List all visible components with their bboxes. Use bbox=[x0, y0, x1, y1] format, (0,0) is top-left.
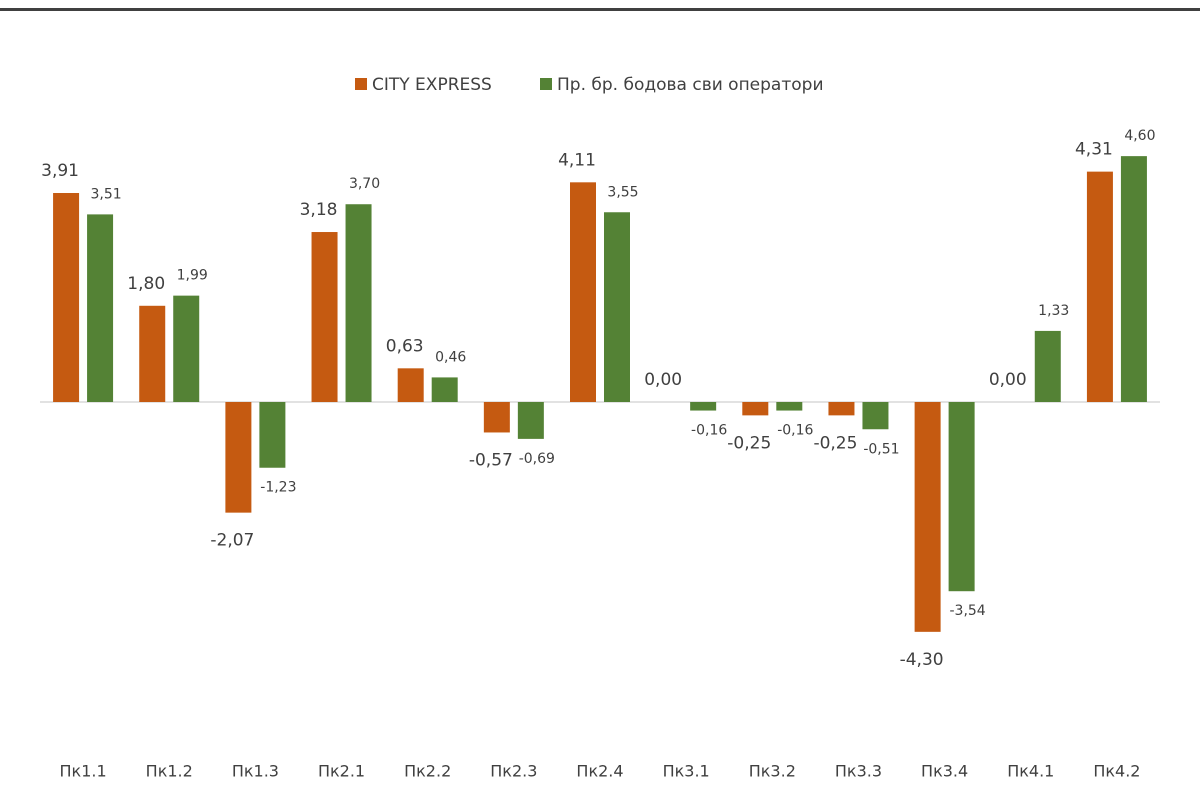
data-label: -1,23 bbox=[260, 480, 296, 496]
bar bbox=[742, 402, 769, 416]
data-label: -0,51 bbox=[863, 441, 899, 457]
data-label: -0,16 bbox=[777, 423, 813, 439]
x-tick-label: Пк2.4 bbox=[576, 762, 623, 781]
bar bbox=[1120, 156, 1147, 402]
x-tick-label: Пк4.1 bbox=[1007, 762, 1054, 781]
legend-label: Пр. бр. бодова сви оператори bbox=[557, 75, 824, 95]
x-tick-label: Пк4.2 bbox=[1093, 762, 1140, 781]
data-label: 3,55 bbox=[607, 184, 638, 200]
bar bbox=[431, 377, 458, 402]
data-label: -0,25 bbox=[813, 433, 857, 453]
x-tick-label: Пк3.4 bbox=[921, 762, 968, 781]
bar bbox=[604, 212, 630, 402]
data-label: 1,99 bbox=[177, 268, 208, 284]
bar bbox=[87, 214, 114, 402]
x-tick-label: Пк2.2 bbox=[404, 762, 451, 781]
bar bbox=[570, 182, 596, 402]
bar bbox=[173, 295, 200, 402]
bar bbox=[345, 204, 372, 402]
x-tick-label: Пк3.3 bbox=[835, 762, 882, 781]
data-label: 0,63 bbox=[386, 336, 424, 356]
bar bbox=[53, 193, 80, 402]
bar bbox=[259, 402, 286, 468]
data-label: 0,46 bbox=[435, 349, 466, 365]
x-tick-label: Пк1.1 bbox=[60, 762, 107, 781]
bar bbox=[397, 368, 424, 402]
data-label: 0,00 bbox=[644, 370, 682, 390]
bar bbox=[225, 402, 252, 513]
bar bbox=[517, 402, 544, 439]
data-label: -4,30 bbox=[900, 650, 944, 670]
x-tick-label: Пк3.2 bbox=[749, 762, 796, 781]
data-label: -0,25 bbox=[727, 433, 771, 453]
bar bbox=[828, 402, 855, 416]
bar bbox=[483, 402, 510, 433]
data-label: 1,80 bbox=[127, 274, 165, 294]
data-label: 4,60 bbox=[1124, 128, 1155, 144]
data-label: 3,70 bbox=[349, 176, 380, 192]
bar bbox=[776, 402, 803, 411]
x-tick-label: Пк1.3 bbox=[232, 762, 279, 781]
data-label: 0,00 bbox=[989, 370, 1027, 390]
data-label: -0,16 bbox=[691, 423, 727, 439]
data-label: -0,69 bbox=[519, 451, 555, 467]
bar bbox=[862, 402, 889, 430]
x-tick-label: Пк2.3 bbox=[490, 762, 537, 781]
bar bbox=[948, 402, 975, 592]
legend-swatch bbox=[355, 78, 367, 90]
data-label: 3,18 bbox=[300, 200, 338, 220]
x-tick-label: Пк1.2 bbox=[146, 762, 193, 781]
data-label: 4,31 bbox=[1075, 140, 1113, 160]
bar bbox=[914, 402, 941, 632]
bar bbox=[1034, 330, 1061, 402]
legend-swatch bbox=[540, 78, 552, 90]
x-tick-label: Пк3.1 bbox=[663, 762, 710, 781]
data-label: 4,11 bbox=[558, 150, 596, 170]
data-label: -0,57 bbox=[469, 450, 513, 470]
data-label: 3,51 bbox=[90, 186, 121, 202]
bar bbox=[690, 402, 717, 411]
data-label: -2,07 bbox=[210, 531, 254, 551]
data-label: 3,91 bbox=[41, 161, 79, 181]
x-tick-label: Пк2.1 bbox=[318, 762, 365, 781]
data-label: 1,33 bbox=[1038, 303, 1069, 319]
bar bbox=[311, 232, 338, 402]
bar bbox=[139, 305, 166, 402]
top-rule bbox=[0, 8, 1200, 11]
legend-label: CITY EXPRESS bbox=[372, 75, 492, 95]
bar bbox=[1086, 171, 1113, 402]
data-label: -3,54 bbox=[949, 603, 985, 619]
